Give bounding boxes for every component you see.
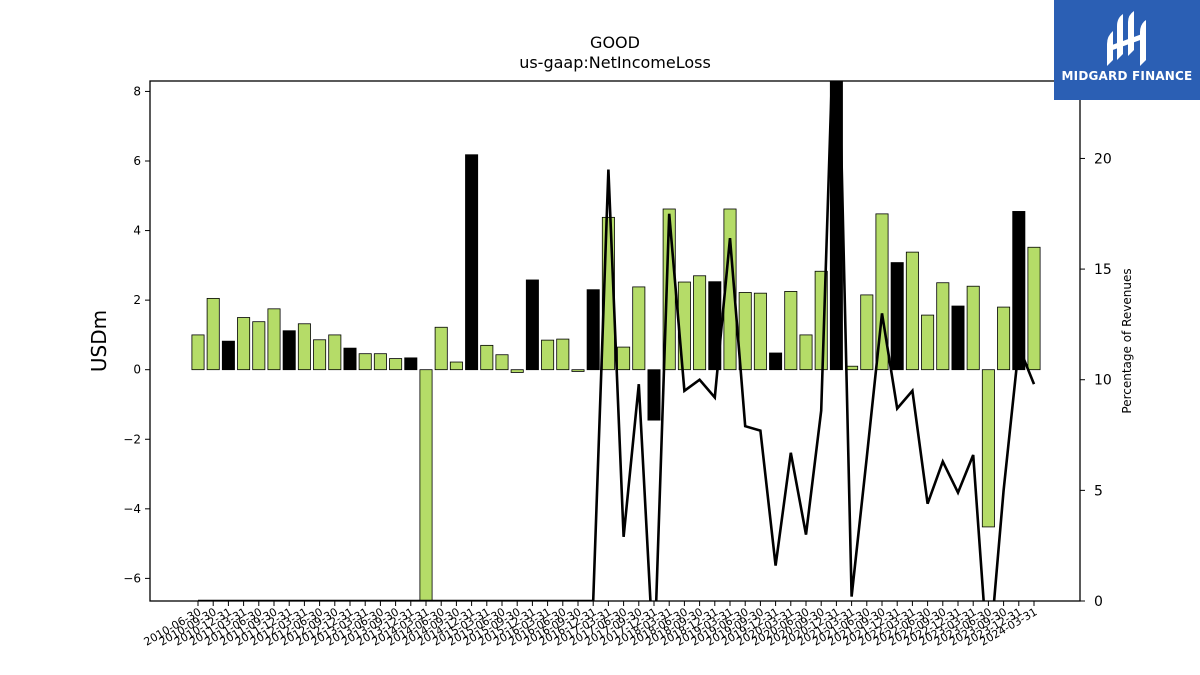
y2-tick-label: 15 [1094, 262, 1112, 278]
bar-2018-09-30 [693, 275, 707, 371]
chart-subtitle: us-gaap:NetIncomeLoss [519, 53, 711, 72]
y-tick-label: 6 [133, 154, 141, 168]
bar-2020-06-30 [799, 334, 813, 371]
bar-2013-03-31 [358, 353, 372, 371]
midgard-finance-logo: MIDGARD FINANCE [1054, 0, 1200, 100]
y2-tick-label: 0 [1094, 594, 1103, 610]
bar-2012-09-30 [328, 334, 342, 371]
bar-2018-06-30 [677, 281, 691, 371]
y-tick-label: 2 [133, 293, 141, 307]
bar-2023-03-31 [966, 285, 980, 371]
bar-2014-03-31 [419, 369, 433, 601]
axes: −6−4−202468051015202010-06-302010-09-302… [123, 80, 1112, 649]
bar-2019-06-30 [738, 292, 752, 371]
y-tick-label: 4 [133, 224, 141, 238]
bar-2017-12-31 [647, 369, 661, 421]
bar-2010-06-30 [191, 334, 205, 371]
y-axis-label: USDm [87, 310, 111, 372]
y2-tick-label: 10 [1094, 373, 1112, 389]
bar-2023-06-30 [981, 369, 995, 528]
bar-2014-09-30 [449, 361, 463, 371]
bar-2014-12-31 [465, 154, 479, 371]
bar-2013-12-31 [404, 357, 418, 371]
bar-2023-12-31 [1012, 211, 1026, 371]
logo-text: MIDGARD FINANCE [1061, 69, 1193, 83]
y-tick-label: −4 [123, 502, 141, 516]
bar-2011-03-31 [237, 317, 251, 371]
bar-2022-06-30 [921, 314, 935, 371]
bar-2020-12-31 [829, 81, 843, 371]
bar-2015-03-31 [480, 344, 494, 371]
bar-2016-09-30 [571, 369, 585, 372]
y-tick-label: −6 [123, 571, 141, 585]
bar-2010-12-31 [221, 340, 235, 371]
bar-2022-12-31 [951, 305, 965, 371]
midgard-logo-icon [1107, 11, 1146, 66]
bar-2016-03-31 [541, 339, 555, 371]
bar-2016-12-31 [586, 289, 600, 371]
bar-2021-12-31 [890, 262, 904, 371]
bar-2015-12-31 [525, 279, 539, 371]
bar-2011-09-30 [267, 308, 281, 371]
bar-2022-03-31 [905, 251, 919, 371]
plot-frame [149, 80, 1081, 602]
y-tick-label: 0 [133, 363, 141, 377]
y-tick-label: 8 [133, 84, 141, 98]
bar-2019-09-30 [753, 292, 767, 371]
bar-2013-09-30 [389, 358, 403, 371]
y2-axis-label: Percentage of Revenues [1120, 268, 1134, 413]
bar-2023-09-30 [997, 306, 1011, 371]
y2-tick-label: 20 [1094, 151, 1112, 167]
bar-series [191, 81, 1041, 601]
bar-2012-06-30 [313, 339, 327, 371]
bar-2011-12-31 [282, 330, 296, 371]
bar-2017-09-30 [632, 286, 646, 371]
bar-2020-03-31 [784, 291, 798, 371]
bar-2017-06-30 [617, 346, 631, 371]
bar-2012-12-31 [343, 347, 357, 371]
bar-2015-09-30 [510, 369, 524, 373]
bar-2014-06-30 [434, 326, 448, 371]
bar-2021-06-30 [860, 294, 874, 371]
bar-2011-06-30 [252, 321, 266, 371]
chart-title: GOOD [590, 33, 640, 52]
bar-2015-06-30 [495, 354, 509, 371]
bar-2019-12-31 [769, 352, 783, 371]
bar-2024-03-31 [1027, 246, 1041, 371]
bar-2013-06-30 [373, 353, 387, 371]
bar-2016-06-30 [556, 338, 570, 371]
bar-2012-03-31 [297, 323, 311, 371]
bar-2022-09-30 [936, 282, 950, 371]
y2-tick-label: 5 [1094, 483, 1103, 499]
bar-2010-09-30 [206, 297, 220, 371]
line-series [198, 81, 1036, 601]
y-tick-label: −2 [123, 432, 141, 446]
percentage-of-revenues-line [198, 81, 1036, 601]
